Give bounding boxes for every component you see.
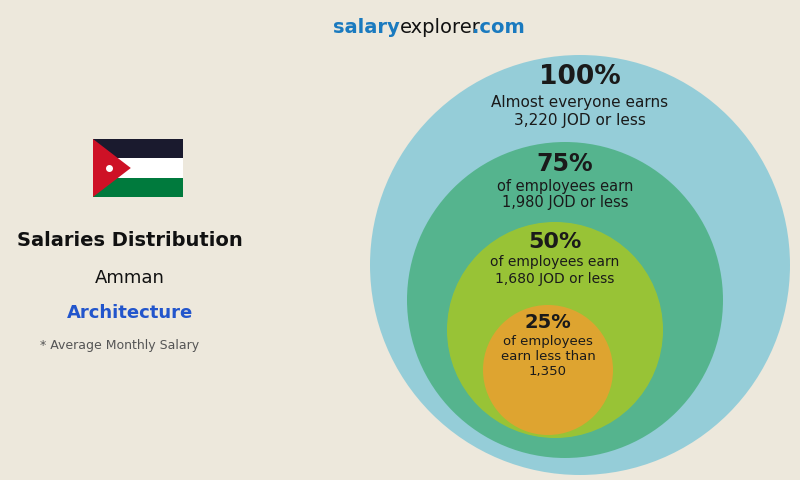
Text: of employees: of employees	[503, 335, 593, 348]
Text: 1,980 JOD or less: 1,980 JOD or less	[502, 195, 628, 211]
Text: 50%: 50%	[528, 232, 582, 252]
Bar	[93, 139, 183, 158]
Text: 3,220 JOD or less: 3,220 JOD or less	[514, 112, 646, 128]
Text: of employees earn: of employees earn	[497, 179, 633, 193]
Ellipse shape	[407, 142, 723, 458]
Text: salary: salary	[334, 18, 400, 37]
Text: 75%: 75%	[537, 152, 594, 176]
Text: earn less than: earn less than	[501, 350, 595, 363]
Text: 100%: 100%	[539, 64, 621, 90]
Text: Almost everyone earns: Almost everyone earns	[491, 95, 669, 109]
Text: 1,350: 1,350	[529, 365, 567, 379]
Text: Architecture: Architecture	[67, 304, 193, 322]
Text: * Average Monthly Salary: * Average Monthly Salary	[41, 338, 199, 351]
Text: Amman: Amman	[95, 269, 165, 287]
Polygon shape	[93, 139, 131, 197]
Text: Salaries Distribution: Salaries Distribution	[17, 230, 243, 250]
Bar	[93, 178, 183, 197]
Text: 25%: 25%	[525, 313, 571, 333]
Text: explorer: explorer	[400, 18, 481, 37]
Ellipse shape	[370, 55, 790, 475]
Text: 1,680 JOD or less: 1,680 JOD or less	[495, 272, 614, 286]
Text: .com: .com	[472, 18, 525, 37]
Bar	[93, 158, 183, 178]
Ellipse shape	[483, 305, 613, 435]
Ellipse shape	[447, 222, 663, 438]
Text: of employees earn: of employees earn	[490, 255, 620, 269]
